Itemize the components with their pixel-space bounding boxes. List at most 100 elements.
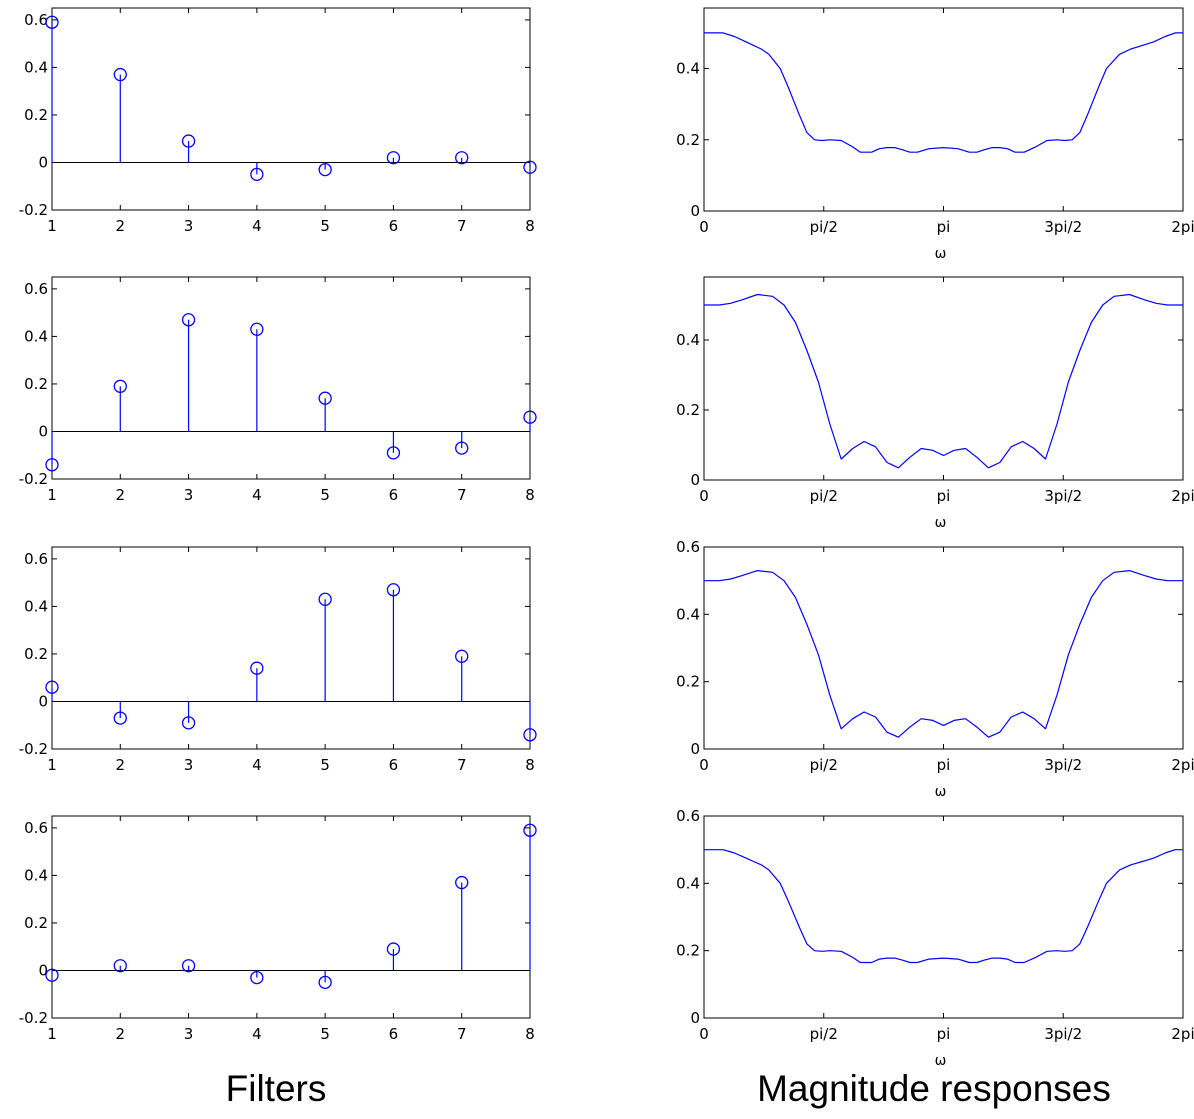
x-tick-label: 5 (320, 217, 330, 235)
y-tick-label: 0.2 (24, 914, 48, 932)
stem-marker (250, 661, 264, 675)
x-tick-label: 3pi/2 (1044, 218, 1082, 236)
x-tick-label: pi (937, 218, 951, 236)
x-tick-label: 6 (389, 756, 399, 774)
x-tick-label: 1 (47, 756, 57, 774)
stem-marker (45, 968, 59, 982)
stem-marker (113, 959, 127, 973)
x-tick-label: 5 (320, 1025, 330, 1043)
x-tick-label: 5 (320, 756, 330, 774)
x-tick-label: 4 (252, 486, 262, 504)
y-tick-label: 0.6 (24, 280, 48, 298)
filter-plot-1: -0.2 0 0.2 0.4 0.6 1 2 3 4 5 6 7 8 (19, 7, 537, 235)
axes-box (703, 276, 1184, 481)
y-tick-label: 0.2 (676, 131, 700, 149)
y-tick-label: 0.6 (24, 819, 48, 837)
stem-marker (455, 151, 469, 165)
y-tick-label: 0.4 (676, 331, 700, 349)
stem-marker (523, 160, 537, 174)
x-tick-label: 3pi/2 (1044, 756, 1082, 774)
x-tick-label: 0 (699, 218, 709, 236)
stem-marker (318, 162, 332, 177)
x-tick-label: 0 (699, 487, 709, 505)
y-tick-label: -0.2 (19, 201, 48, 219)
x-tick-label: 2pi (1171, 1025, 1194, 1043)
x-tick-label: 4 (252, 217, 262, 235)
stem-marker (386, 446, 401, 460)
y-tick-label: 0 (38, 422, 48, 440)
x-axis-label: ω (935, 515, 947, 531)
x-tick-label: 2pi (1171, 487, 1194, 505)
axes-box (51, 546, 531, 750)
magnitude-curve (704, 849, 1183, 964)
x-tick-label: 3pi/2 (1044, 1025, 1082, 1043)
x-tick-label: 7 (457, 756, 467, 774)
y-tick-label: 0.2 (24, 106, 48, 124)
x-axis-label: ω (935, 784, 947, 800)
stem-marker (181, 716, 196, 730)
y-tick-label: 0.2 (676, 673, 700, 691)
y-tick-label: -0.2 (19, 1009, 48, 1027)
y-tick-label: -0.2 (19, 470, 48, 488)
x-tick-label: 6 (389, 1025, 399, 1043)
x-tick-label: 6 (389, 217, 399, 235)
x-axis-label: ω (935, 1053, 947, 1069)
y-tick-label: 0.4 (676, 60, 700, 78)
y-tick-label: -0.2 (19, 740, 48, 758)
x-tick-label: 2 (116, 486, 126, 504)
x-tick-label: 3 (184, 756, 194, 774)
stem-marker (318, 391, 332, 405)
stem-marker (386, 583, 401, 597)
y-tick-label: 0 (38, 153, 48, 171)
x-tick-label: 8 (525, 1025, 535, 1043)
y-tick-label: 0 (690, 1009, 700, 1027)
stem-marker (181, 134, 196, 148)
filter-plot-4: -0.2 0 0.2 0.4 0.6 1 2 3 4 5 6 7 8 (19, 815, 537, 1043)
magnitude-curve (704, 32, 1183, 153)
x-tick-label: pi/2 (810, 1025, 838, 1043)
x-tick-label: 3 (184, 486, 194, 504)
y-tick-label: 0.4 (24, 327, 48, 345)
axes-box (51, 815, 531, 1019)
y-tick-label: 0.4 (24, 58, 48, 76)
x-tick-label: 2 (116, 756, 126, 774)
axes-box (51, 276, 531, 480)
x-axis-label: ω (935, 246, 947, 262)
y-tick-label: 0 (690, 471, 700, 489)
x-tick-label: 2pi (1171, 756, 1194, 774)
x-tick-label: 2pi (1171, 218, 1194, 236)
axes-box (703, 815, 1184, 1019)
stem-marker (455, 441, 469, 455)
axes-box (703, 7, 1184, 212)
y-tick-label: 0 (38, 692, 48, 710)
x-tick-label: 7 (457, 486, 467, 504)
y-tick-label: 0.2 (676, 401, 700, 419)
x-tick-label: 7 (457, 1025, 467, 1043)
x-tick-label: 0 (699, 1025, 709, 1043)
x-tick-label: 7 (457, 217, 467, 235)
magnitude-plot-4: 0 0.2 0.4 0.6 0 pi/2 pi 3pi/2 2pi ω (676, 807, 1194, 1069)
x-tick-label: pi (937, 487, 951, 505)
caption-magnitude-responses: Magnitude responses (757, 1068, 1111, 1109)
x-tick-label: 4 (252, 1025, 262, 1043)
y-tick-label: 0.2 (24, 375, 48, 393)
stem-marker (45, 680, 59, 694)
y-tick-label: 0.4 (24, 866, 48, 884)
stem-marker (523, 728, 537, 742)
filter-plot-2: -0.2 0 0.2 0.4 0.6 1 2 3 4 5 6 7 8 (19, 276, 537, 504)
magnitude-curve (704, 293, 1183, 469)
x-tick-label: pi (937, 756, 951, 774)
y-tick-label: 0.2 (24, 645, 48, 663)
x-tick-label: 8 (525, 217, 535, 235)
y-tick-label: 0.6 (24, 11, 48, 29)
caption-filters: Filters (225, 1068, 327, 1109)
magnitude-plot-2: 0 0.2 0.4 0 pi/2 pi 3pi/2 2pi ω (676, 276, 1194, 531)
stem-marker (318, 592, 332, 606)
x-tick-label: 8 (525, 486, 535, 504)
axes-box (703, 546, 1184, 750)
stem-marker (181, 313, 196, 327)
y-tick-label: 0.6 (676, 538, 700, 556)
y-tick-label: 0 (690, 740, 700, 758)
x-tick-label: 8 (525, 756, 535, 774)
